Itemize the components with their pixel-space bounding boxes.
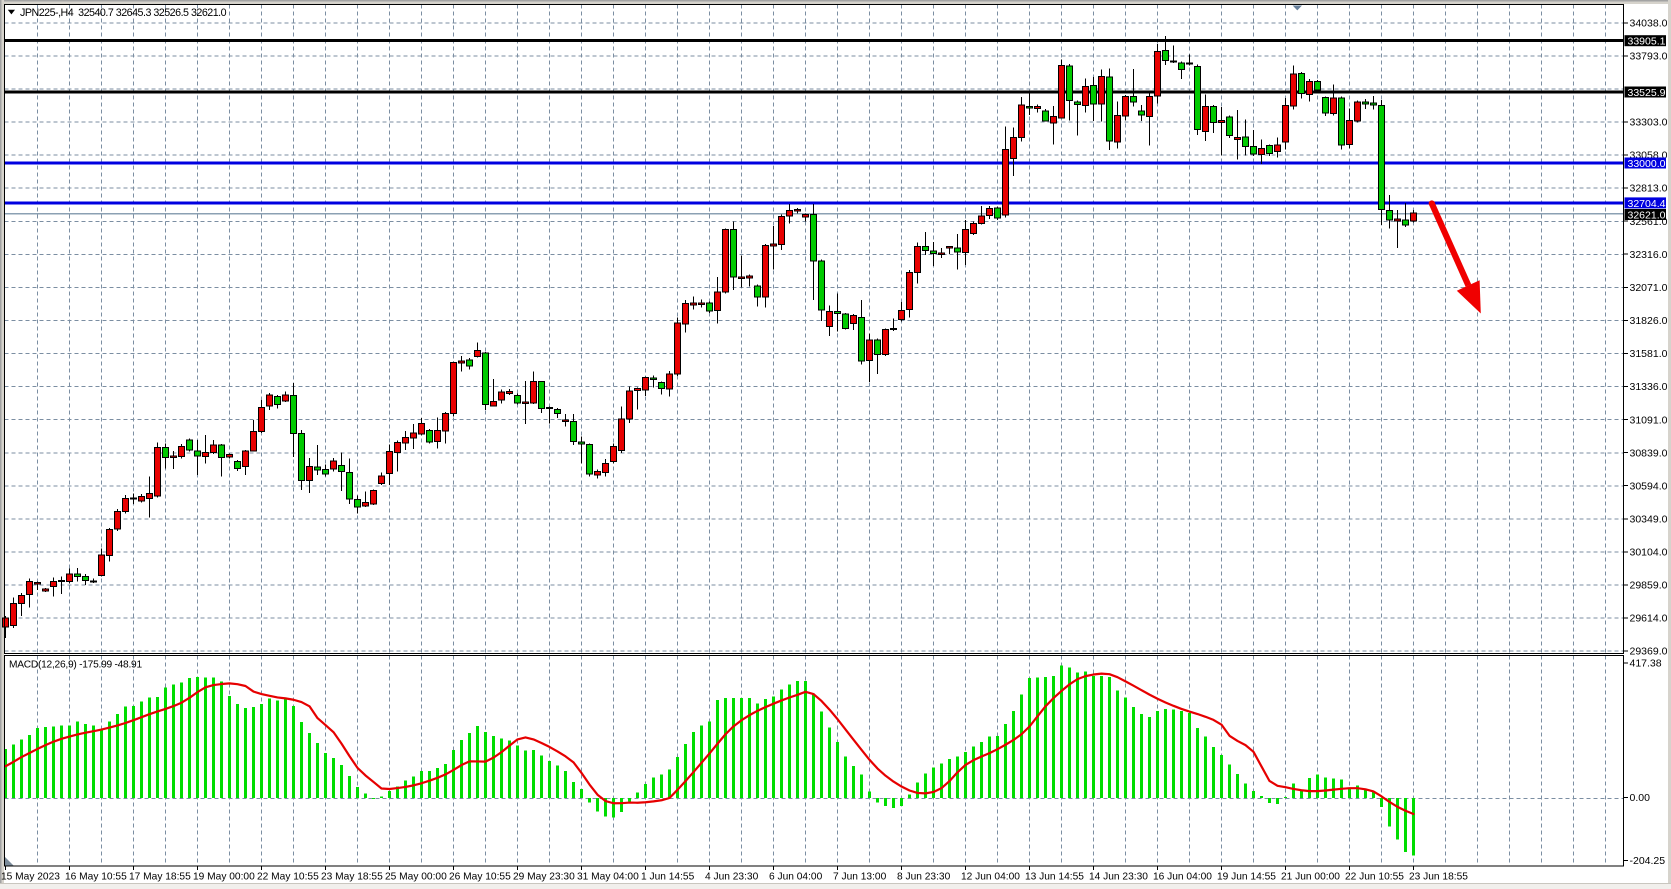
svg-text:16 May 10:55: 16 May 10:55 <box>65 871 127 882</box>
svg-text:34038.0: 34038.0 <box>1630 18 1668 30</box>
svg-text:MACD(12,26,9) -175.99 -48.91: MACD(12,26,9) -175.99 -48.91 <box>9 660 142 671</box>
svg-text:33000.0: 33000.0 <box>1628 158 1666 170</box>
svg-text:0.00: 0.00 <box>1630 792 1651 804</box>
svg-text:33793.0: 33793.0 <box>1630 51 1668 63</box>
svg-text:19 Jun 14:55: 19 Jun 14:55 <box>1217 871 1276 882</box>
svg-text:32071.0: 32071.0 <box>1630 282 1668 294</box>
svg-text:21 Jun 00:00: 21 Jun 00:00 <box>1281 871 1340 882</box>
svg-text:22 Jun 10:55: 22 Jun 10:55 <box>1345 871 1404 882</box>
svg-text:7 Jun 13:00: 7 Jun 13:00 <box>833 871 887 882</box>
svg-text:31091.0: 31091.0 <box>1630 414 1668 426</box>
svg-text:23 May 18:55: 23 May 18:55 <box>321 871 383 882</box>
svg-text:JPN225-,H4 32540.7 32645.3 32: JPN225-,H4 32540.7 32645.3 32526.5 32621… <box>20 7 227 19</box>
svg-text:22 May 10:55: 22 May 10:55 <box>257 871 319 882</box>
svg-text:32316.0: 32316.0 <box>1630 249 1668 261</box>
svg-text:30594.0: 30594.0 <box>1630 480 1668 492</box>
svg-text:23 Jun 18:55: 23 Jun 18:55 <box>1409 871 1468 882</box>
svg-text:32621.0: 32621.0 <box>1628 209 1666 221</box>
svg-text:17 May 18:55: 17 May 18:55 <box>129 871 191 882</box>
svg-text:29859.0: 29859.0 <box>1630 580 1668 592</box>
svg-text:31336.0: 31336.0 <box>1630 381 1668 393</box>
svg-text:1 Jun 14:55: 1 Jun 14:55 <box>641 871 695 882</box>
svg-text:8 Jun 23:30: 8 Jun 23:30 <box>897 871 951 882</box>
svg-text:417.38: 417.38 <box>1630 658 1662 670</box>
svg-text:14 Jun 23:30: 14 Jun 23:30 <box>1089 871 1148 882</box>
svg-text:15 May 2023: 15 May 2023 <box>1 871 60 882</box>
svg-text:29 May 23:30: 29 May 23:30 <box>513 871 575 882</box>
svg-text:29614.0: 29614.0 <box>1630 613 1668 625</box>
svg-text:25 May 00:00: 25 May 00:00 <box>385 871 447 882</box>
svg-text:31826.0: 31826.0 <box>1630 315 1668 327</box>
svg-text:13 Jun 14:55: 13 Jun 14:55 <box>1025 871 1084 882</box>
svg-text:32704.4: 32704.4 <box>1628 198 1666 210</box>
svg-text:29369.0: 29369.0 <box>1630 646 1668 658</box>
svg-text:4 Jun 23:30: 4 Jun 23:30 <box>705 871 759 882</box>
svg-text:6 Jun 04:00: 6 Jun 04:00 <box>769 871 823 882</box>
svg-text:26 May 10:55: 26 May 10:55 <box>449 871 511 882</box>
svg-text:30839.0: 30839.0 <box>1630 447 1668 459</box>
svg-text:12 Jun 04:00: 12 Jun 04:00 <box>961 871 1020 882</box>
svg-text:31581.0: 31581.0 <box>1630 348 1668 360</box>
svg-text:19 May 00:00: 19 May 00:00 <box>193 871 255 882</box>
svg-text:31 May 04:00: 31 May 04:00 <box>577 871 639 882</box>
svg-text:33525.9: 33525.9 <box>1628 87 1666 99</box>
svg-text:33303.0: 33303.0 <box>1630 117 1668 129</box>
svg-text:30349.0: 30349.0 <box>1630 514 1668 526</box>
svg-text:16 Jun 04:00: 16 Jun 04:00 <box>1153 871 1212 882</box>
svg-text:30104.0: 30104.0 <box>1630 547 1668 559</box>
svg-text:-204.25: -204.25 <box>1630 855 1666 867</box>
svg-text:33905.1: 33905.1 <box>1628 36 1666 48</box>
svg-text:32813.0: 32813.0 <box>1630 183 1668 195</box>
